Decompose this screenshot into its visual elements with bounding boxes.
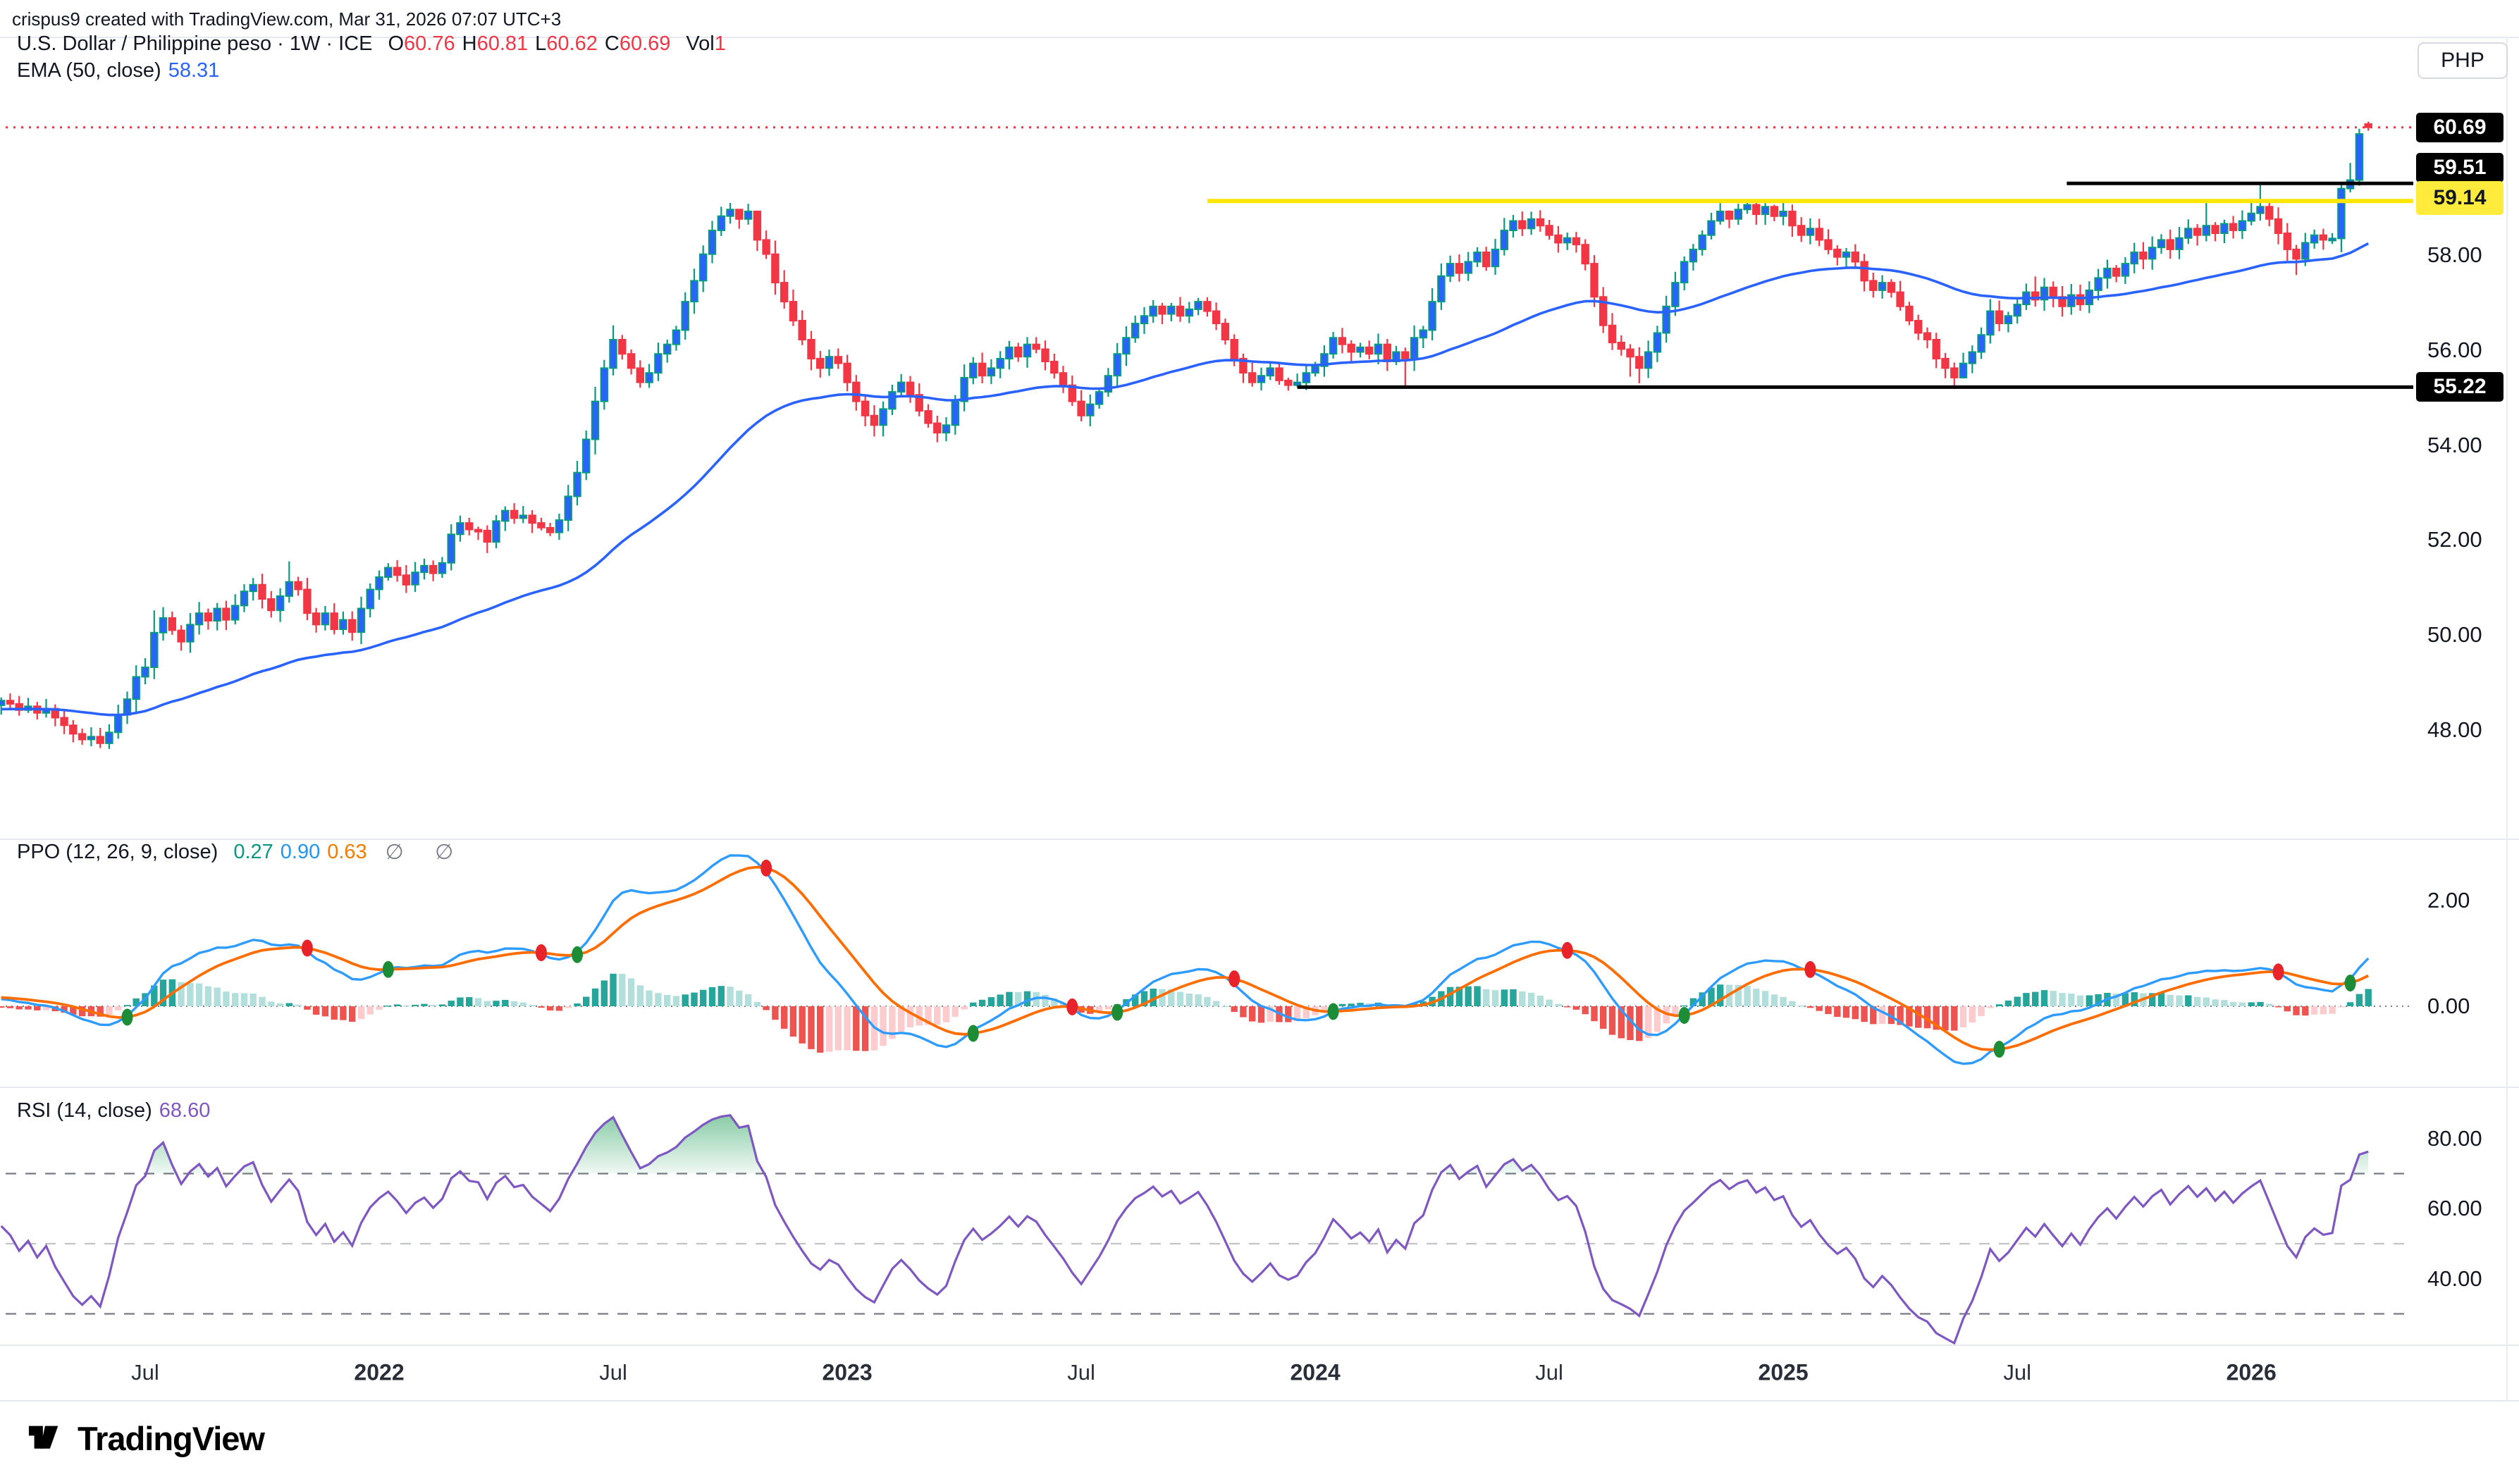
ppo-bull-cross-marker [1111,1003,1123,1021]
symbol-title: U.S. Dollar / Philippine peso · 1W · ICE [17,32,373,55]
rsi-label: RSI (14, close) [17,1099,152,1122]
open-label: O [388,32,405,55]
rsi-tick-label: 80.00 [2427,1125,2482,1151]
price-tick-label: 52.00 [2427,527,2482,552]
time-axis-label: Jul [599,1360,627,1385]
ppo-pane [0,854,2413,1065]
ath-label: 59.14 [2416,181,2503,216]
price-tick-label: 58.00 [2427,242,2482,267]
brand-text: TradingView [78,1420,265,1457]
time-axis-label: 2023 [822,1359,873,1385]
ppo-bull-cross-marker [121,1008,133,1026]
close-label: C [604,32,620,55]
price-tick-label: 56.00 [2427,337,2482,362]
ppo-bull-cross-marker [1327,1003,1339,1020]
time-axis-label: Jul [2003,1360,2031,1385]
ema-label: EMA (50, close) [17,59,161,82]
currency-button[interactable]: PHP [2418,42,2508,79]
separator-rsi-timeaxis [0,1344,2519,1346]
ppo-bear-cross-marker [1228,970,1240,988]
tradingview-mark-icon [28,1426,58,1449]
time-axis-label: 2022 [354,1359,405,1385]
ppo-bear-cross-marker [301,939,313,957]
ppo-hist-value: 0.27 [233,841,273,863]
time-axis-label: 2025 [1758,1359,1809,1385]
ppo-legend: PPO (12, 26, 9, close) 0.27 0.90 0.63 ∅ … [17,840,466,865]
low-value: 60.62 [546,32,598,55]
ppo-tick-label: 2.00 [2427,888,2470,913]
widget-top-border [0,37,2519,38]
ppo-signal-line [1,865,2370,1051]
ppo-bear-cross-marker [2272,963,2284,981]
ppo-bull-cross-marker [382,960,394,978]
time-axis-label: Jul [131,1360,159,1385]
ppo-line [1,854,2370,1065]
ppo-bear-cross-marker [1804,960,1816,978]
ppo-label: PPO (12, 26, 9, close) [17,841,218,863]
timeaxis-bottom-border [0,1400,2519,1402]
ppo-bear-cross-marker [760,859,772,877]
tradingview-logo[interactable]: TradingView [27,1419,265,1458]
time-axis-label: Jul [1067,1360,1095,1385]
ema-legend: EMA (50, close) 58.31 [17,59,219,82]
price-tick-label: 54.00 [2427,432,2482,457]
support-label: 55.22 [2416,372,2503,402]
ppo-bull-cross-marker [967,1025,979,1042]
time-axis-label: 2024 [1290,1359,1341,1385]
resistance-label: 59.51 [2416,153,2503,183]
drawn-levels [6,126,2413,389]
price-tick-label: 48.00 [2427,717,2482,742]
symbol-legend: U.S. Dollar / Philippine peso · 1W · ICE… [17,32,726,56]
rsi-pane [0,1113,2413,1345]
close-value: 60.69 [619,32,671,55]
ppo-bull-cross-marker [572,946,583,963]
ppo-tick-label: 0.00 [2427,994,2470,1018]
ppo-bull-cross-marker [1678,1007,1690,1024]
volume-label: Vol [686,32,715,55]
separator-ppo-rsi[interactable] [0,1087,2519,1088]
time-axis-label: Jul [1535,1360,1563,1385]
ppo-bear-cross-marker [1066,998,1078,1015]
high-value: 60.81 [476,32,529,55]
high-label: H [462,32,477,55]
axis-right-border [2506,37,2508,1400]
ppo-bull-cross-marker [1993,1041,2005,1058]
rsi-value: 68.60 [159,1099,211,1122]
ppo-line-value: 0.90 [280,841,321,863]
price-tick-label: 50.00 [2427,622,2482,648]
open-value: 60.76 [404,32,455,55]
low-label: L [535,32,547,55]
rsi-tick-label: 40.00 [2427,1266,2482,1291]
volume-value: 1 [714,32,726,55]
ppo-bear-cross-marker [535,944,547,961]
rsi-legend: RSI (14, close) 68.60 [17,1099,210,1123]
attribution-text: crispus9 created with TradingView.com, M… [12,8,562,30]
ppo-empty-icons: ∅ ∅ [385,841,467,864]
ema50-line [1,242,2370,717]
rsi-line [0,1113,2369,1345]
ema-value: 58.31 [168,59,220,82]
ppo-signal-value: 0.63 [327,841,367,863]
current-price-label: 60.69 [2416,112,2503,142]
ppo-bull-cross-marker [2344,975,2356,992]
time-axis-label: 2026 [2226,1359,2277,1385]
separator-main-ppo[interactable] [0,839,2519,840]
rsi-tick-label: 60.00 [2427,1196,2482,1221]
candlesticks [0,121,2372,749]
ppo-bear-cross-marker [1561,941,1573,959]
